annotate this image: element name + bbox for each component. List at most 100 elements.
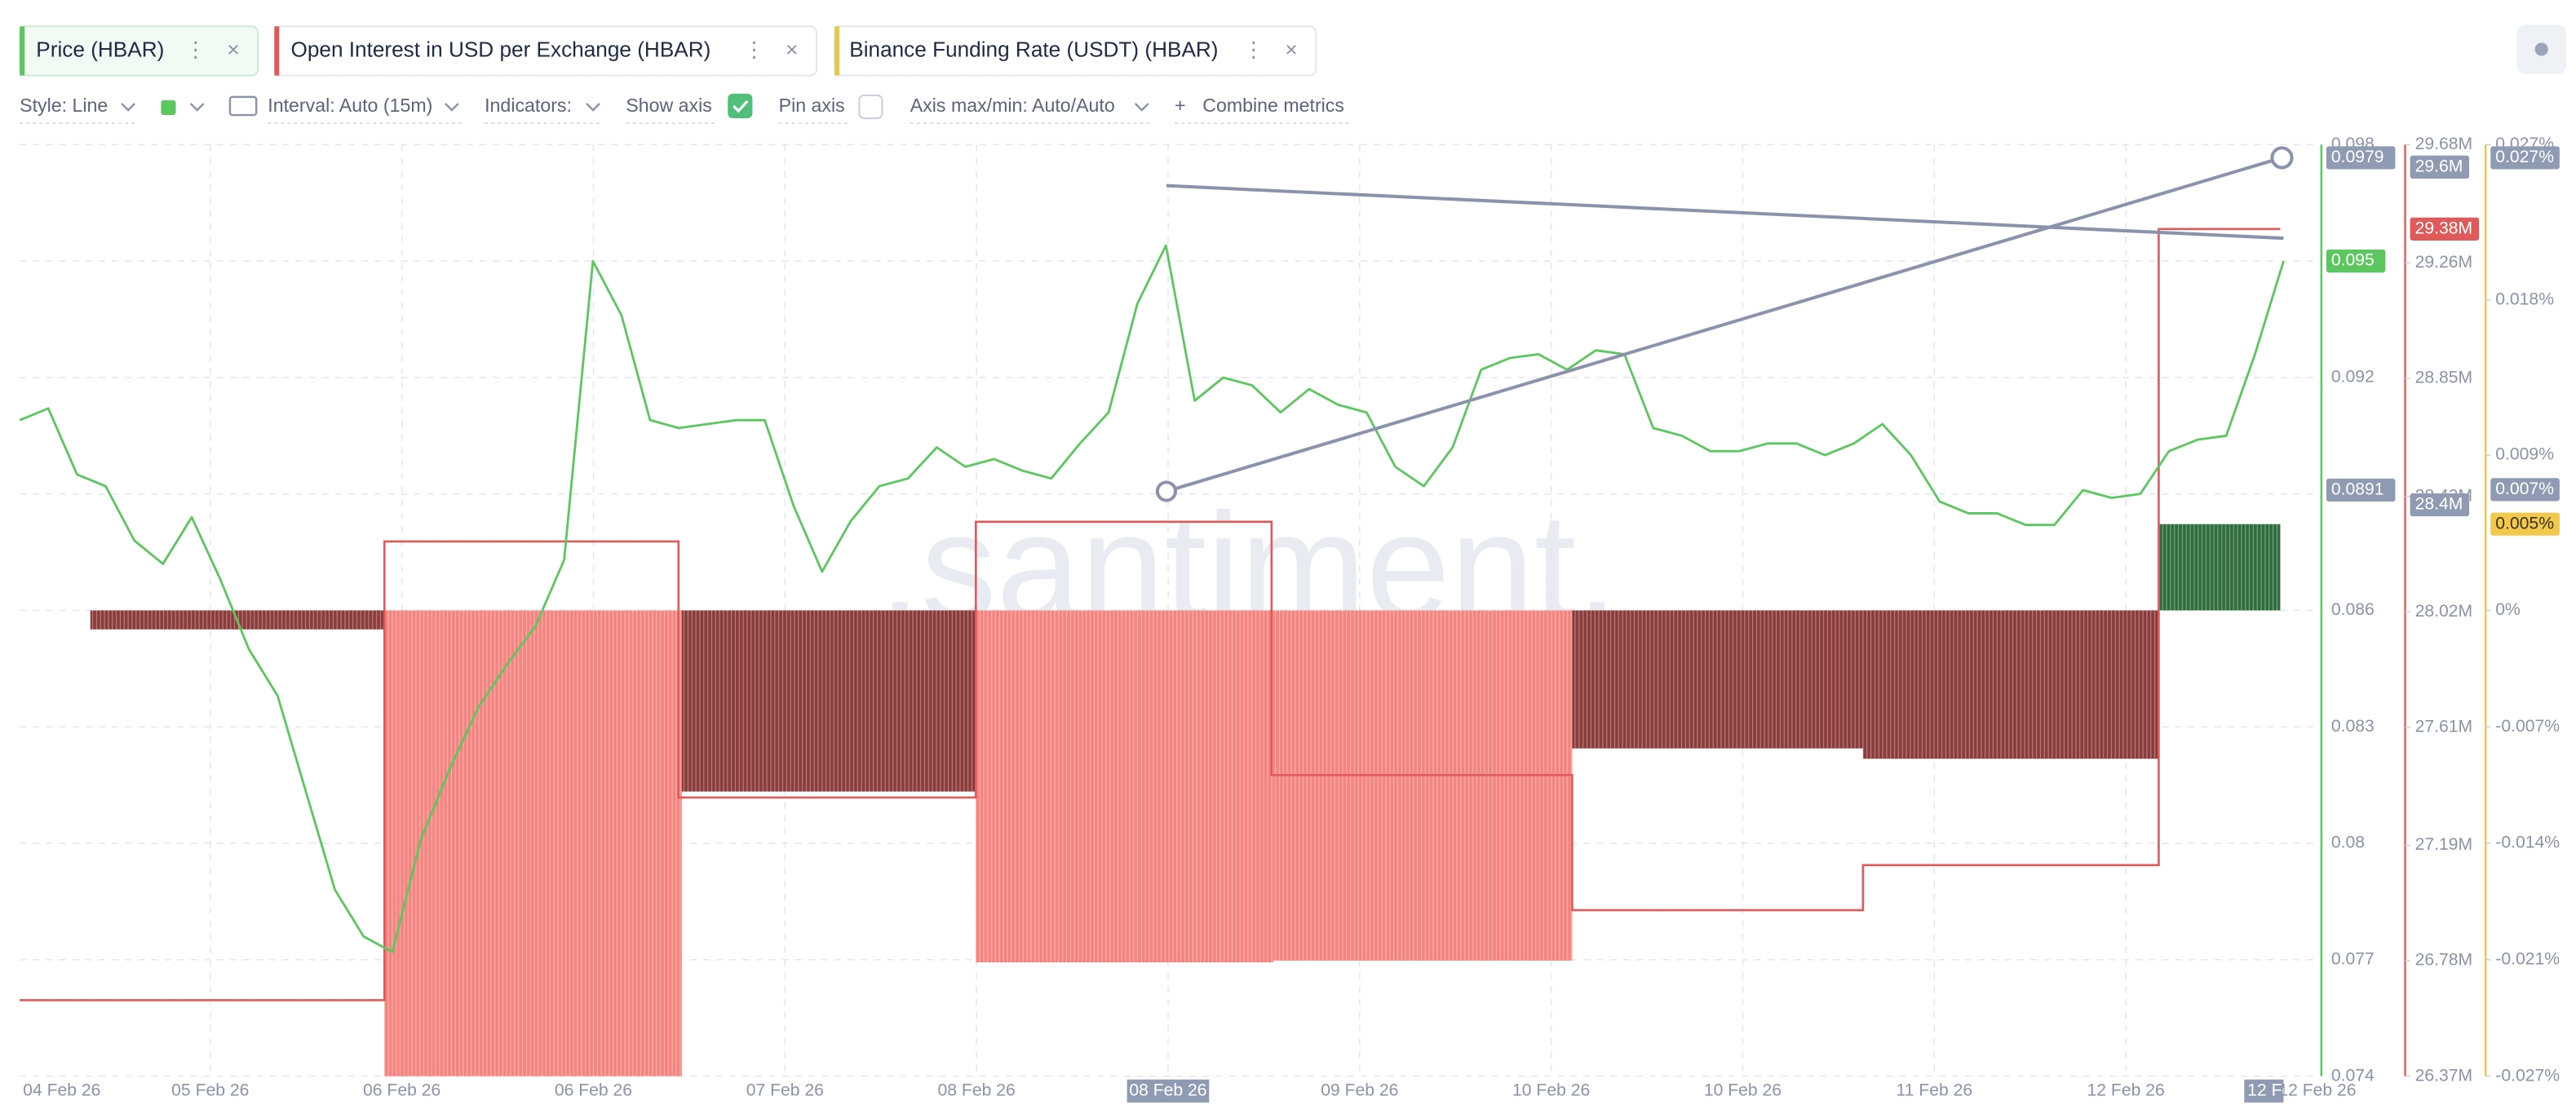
x-tick-label: 12 Feb 26 [2278, 1081, 2356, 1099]
axis-badge [2410, 155, 2470, 179]
tab-label: Price (HBAR) [36, 37, 164, 61]
axis-badge [2410, 217, 2480, 241]
x-tick-label: 08 Feb 26 [1129, 1081, 1206, 1099]
x-tick-label: 11 Feb 26 [1897, 1081, 1973, 1099]
funding-bar-texture [2158, 524, 2281, 611]
interval-option[interactable]: Interval: Auto (15m) [268, 95, 432, 116]
plot-area: .santiment. [19, 144, 2317, 1077]
trend-line[interactable] [1166, 156, 2283, 493]
open-interest-line [20, 228, 2281, 1001]
cursor-date: 12 Feb 26 [2244, 1079, 2325, 1103]
funding-bar-texture [384, 610, 682, 1076]
x-label-highlight [1126, 1079, 1210, 1103]
menu-icon[interactable]: ⋮ [1243, 37, 1264, 61]
metric-tab[interactable]: Binance Funding Rate (USDT) (HBAR) ⋮ × [834, 25, 1317, 77]
axis-badge [2490, 478, 2560, 502]
axis-badge-label: 0.005% [2495, 514, 2554, 533]
show-axis-checkbox[interactable] [728, 93, 753, 119]
y-tick-label: 27.19M [2415, 835, 2473, 854]
axis-badge [2490, 146, 2560, 170]
x-tick-label: 10 Feb 26 [1512, 1081, 1590, 1099]
y-tick-label: 0.083 [2331, 717, 2375, 736]
funding-bar-texture [1572, 610, 1863, 749]
axis-badge [2326, 249, 2386, 273]
style-option[interactable]: Style: Line [20, 95, 108, 116]
trend-line[interactable] [1166, 183, 2284, 241]
indicators-option[interactable]: Indicators: [485, 95, 572, 116]
funding-bar-texture [1862, 610, 2159, 759]
close-icon[interactable]: × [227, 37, 239, 61]
axis-badge [2326, 478, 2396, 502]
axis-badge-label: 29.6M [2415, 157, 2463, 175]
x-tick-label: 04 Feb 26 [23, 1081, 100, 1099]
y-tick-label: -0.014% [2495, 833, 2560, 852]
x-tick-label: 06 Feb 26 [555, 1081, 632, 1099]
interval-icon [228, 95, 258, 117]
tab-label: Open Interest in USD per Exchange (HBAR) [290, 37, 710, 61]
trend-handle[interactable] [1155, 480, 1178, 502]
y-tick-label: 0.009% [2495, 445, 2554, 464]
axis-badge-label: 0.027% [2495, 148, 2554, 166]
x-tick-label: 08 Feb 26 [938, 1081, 1016, 1099]
y-tick-label: 0.074 [2331, 1066, 2375, 1085]
menu-icon[interactable]: ⋮ [185, 37, 206, 61]
y-tick-label: 0.077 [2331, 949, 2375, 968]
x-tick-label: 06 Feb 26 [363, 1081, 440, 1099]
close-icon[interactable]: × [1285, 37, 1297, 61]
axis-badge-label: 0.0891 [2331, 480, 2384, 499]
axes: 04 Feb 26 05 Feb 26 06 Feb 26 06 Feb 26 07 F… [23, 135, 2560, 1103]
axis-badge-label: 29.38M [2415, 219, 2473, 237]
axis-range-option[interactable]: Axis max/min: Auto/Auto [910, 95, 1115, 116]
cursor-date-label: 12 Feb 26 [2247, 1081, 2325, 1099]
x-tick-label: 12 Feb 26 [2087, 1081, 2165, 1099]
y-tick-label: 0.018% [2495, 290, 2554, 308]
settings-button[interactable] [2516, 24, 2566, 74]
metric-tab[interactable]: Open Interest in USD per Exchange (HBAR)… [273, 25, 817, 77]
tab-label: Binance Funding Rate (USDT) (HBAR) [849, 37, 1218, 61]
x-tick-label: 05 Feb 26 [171, 1081, 249, 1099]
trend-handle[interactable] [2270, 146, 2294, 170]
y-tick-label: 27.61M [2415, 717, 2473, 736]
axis-badge-label: 0.0979 [2331, 148, 2384, 166]
y-tick-label: 28.85M [2415, 368, 2473, 387]
toolbar: Style: Line Interval: Auto (15m) Indicat… [20, 93, 1351, 124]
y-tick-label: -0.027% [2495, 1066, 2560, 1085]
axis-badge [2326, 146, 2396, 170]
x-tick-label: 07 Feb 26 [746, 1081, 824, 1099]
y-tick-label: 0.08 [2331, 833, 2365, 852]
pin-axis-label: Pin axis [779, 95, 845, 116]
y-tick-label: 26.78M [2415, 951, 2473, 970]
show-axis-label: Show axis [626, 95, 712, 116]
funding-bar-texture [1273, 610, 1573, 961]
y-tick-label: -0.007% [2495, 717, 2560, 736]
combine-option[interactable]: Combine metrics [1202, 95, 1344, 116]
pin-axis-checkbox[interactable] [858, 94, 883, 120]
color-swatch[interactable] [161, 99, 176, 116]
drawings [1155, 146, 2294, 502]
y-tick-label: 0% [2495, 600, 2521, 619]
plus-icon: + [1175, 95, 1186, 116]
menu-icon[interactable]: ⋮ [743, 37, 764, 61]
y-tick-label: 29.68M [2415, 135, 2473, 153]
axis-badge [2410, 493, 2470, 517]
funding-bar-texture [681, 610, 976, 792]
y-tick-label: -0.021% [2495, 949, 2560, 968]
axis-badge-label: 0.095 [2331, 251, 2375, 270]
cursor-date-bg [2244, 1079, 2284, 1103]
metric-tab[interactable]: Price (HBAR) ⋮ × [19, 25, 259, 77]
y-tick-label: 29.26M [2415, 253, 2473, 272]
axis-badge-label: 28.4M [2415, 495, 2463, 514]
x-tick-label: 09 Feb 26 [1321, 1081, 1398, 1099]
axis-badge-label: 0.007% [2495, 480, 2554, 498]
y-tick-label: 26.37M [2415, 1066, 2473, 1085]
close-icon[interactable]: × [786, 37, 798, 61]
price-line [19, 244, 2285, 953]
y-tick-label: 0.092 [2331, 367, 2375, 386]
y-tick-label: 28.02M [2415, 602, 2473, 621]
axis-badge [2490, 512, 2560, 536]
funding-bar-texture [976, 610, 1273, 963]
y-tick-label: 0.086 [2331, 600, 2375, 619]
x-tick-label: 10 Feb 26 [1704, 1081, 1782, 1099]
